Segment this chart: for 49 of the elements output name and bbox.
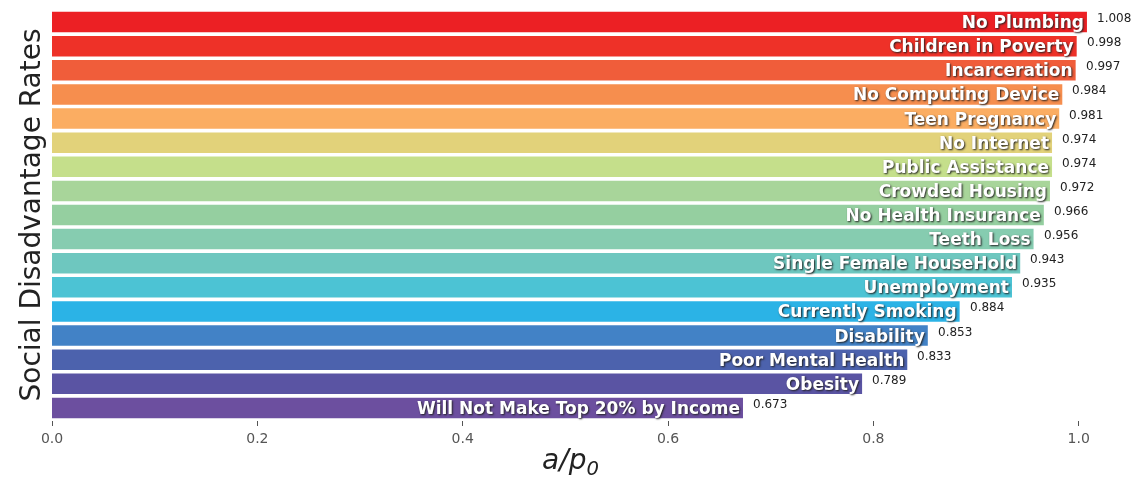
- y-tick-label: No Computing Device: [853, 84, 1060, 105]
- x-tick-label: 1.0: [1067, 429, 1090, 446]
- data-label: 0.974: [1062, 132, 1097, 146]
- data-label: 0.833: [917, 349, 952, 363]
- bar: [52, 60, 1076, 81]
- y-tick-label: Crowded Housing: [878, 180, 1047, 201]
- data-label: 0.935: [1022, 276, 1057, 290]
- y-tick-label: Obesity: [785, 373, 860, 394]
- x-tick-label: 0.2: [246, 429, 269, 446]
- data-label: 0.943: [1030, 252, 1065, 266]
- y-tick-label: Public Assistance: [882, 156, 1050, 177]
- y-tick-label: Single Female HouseHold: [773, 253, 1018, 274]
- y-tick-label: No Health Insurance: [845, 205, 1041, 225]
- y-tick-label: Children in Poverty: [889, 36, 1074, 57]
- y-tick-label: No Internet: [938, 132, 1050, 153]
- bar: [52, 325, 928, 346]
- y-tick-label: Unemployment: [863, 277, 1009, 298]
- data-label: 0.789: [872, 373, 907, 387]
- y-tick-label: Teen Pregnancy: [904, 108, 1057, 129]
- data-label: 0.974: [1062, 156, 1097, 170]
- y-axis-title: Social Disadvantage Rates: [13, 28, 47, 402]
- data-label: 0.998: [1087, 35, 1122, 49]
- bar: [52, 132, 1053, 153]
- bar: [52, 108, 1060, 129]
- data-label: 0.997: [1086, 59, 1121, 73]
- y-tick-label: Disability: [834, 325, 925, 346]
- data-label: 0.984: [1072, 83, 1107, 97]
- y-tick-label: Incarceration: [945, 60, 1073, 81]
- data-label: 0.884: [970, 300, 1005, 314]
- y-tick-label: Teeth Loss: [929, 229, 1031, 250]
- y-tick-label: No Plumbing: [961, 12, 1084, 33]
- data-label: 1.008: [1097, 11, 1132, 25]
- data-label: 0.956: [1044, 228, 1079, 242]
- x-tick-label: 0.0: [40, 429, 64, 446]
- y-tick-label: Currently Smoking: [777, 301, 957, 322]
- bar: [52, 373, 863, 395]
- bar: [52, 277, 1012, 298]
- x-tick-label: 0.4: [451, 429, 474, 446]
- data-label: 0.966: [1054, 204, 1089, 218]
- data-label: 0.853: [938, 325, 973, 339]
- y-tick-label: Poor Mental Health: [718, 349, 905, 370]
- x-tick-label: 0.8: [862, 429, 885, 446]
- y-tick-label: Will Not Make Top 20% by Income: [416, 397, 740, 418]
- data-label: 0.673: [753, 397, 788, 411]
- data-label: 0.981: [1069, 108, 1104, 122]
- bar: [52, 228, 1034, 250]
- data-label: 0.972: [1060, 180, 1095, 194]
- x-tick-label: 0.6: [656, 429, 680, 446]
- x-axis-title: a/p$_{0}$: [542, 442, 599, 480]
